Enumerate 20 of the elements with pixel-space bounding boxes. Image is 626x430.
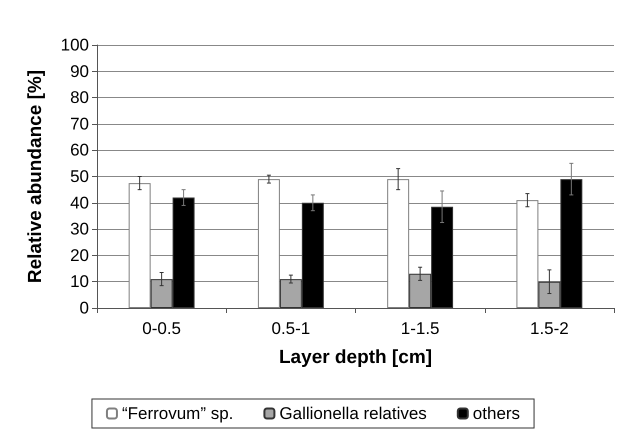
legend-label: “Ferrovum” sp. <box>122 404 234 423</box>
y-tick-label: 40 <box>70 193 89 212</box>
x-tick-label: 0-0.5 <box>142 319 181 338</box>
x-tick-label: 1-1.5 <box>400 319 440 338</box>
y-tick-label: 100 <box>60 36 89 54</box>
x-axis-title: Layer depth [cm] <box>278 347 432 368</box>
x-tick-label: 1.5-2 <box>530 319 569 338</box>
y-tick-label: 90 <box>70 62 89 81</box>
x-tick-label: 0.5-1 <box>272 319 310 338</box>
y-tick-label: 50 <box>70 167 89 186</box>
y-axis-title: Relative abundance [%] <box>25 70 46 284</box>
y-tick-label: 0 <box>80 298 89 318</box>
y-tick-label: 60 <box>70 140 89 160</box>
y-tick-label: 70 <box>70 114 89 134</box>
y-tick-label: 80 <box>70 88 89 108</box>
legend-label: Gallionella relatives <box>279 404 427 423</box>
legend-label: others <box>472 404 520 423</box>
y-tick-label: 20 <box>70 246 89 265</box>
y-tick-label: 30 <box>70 220 89 239</box>
y-tick-label: 10 <box>70 272 89 292</box>
